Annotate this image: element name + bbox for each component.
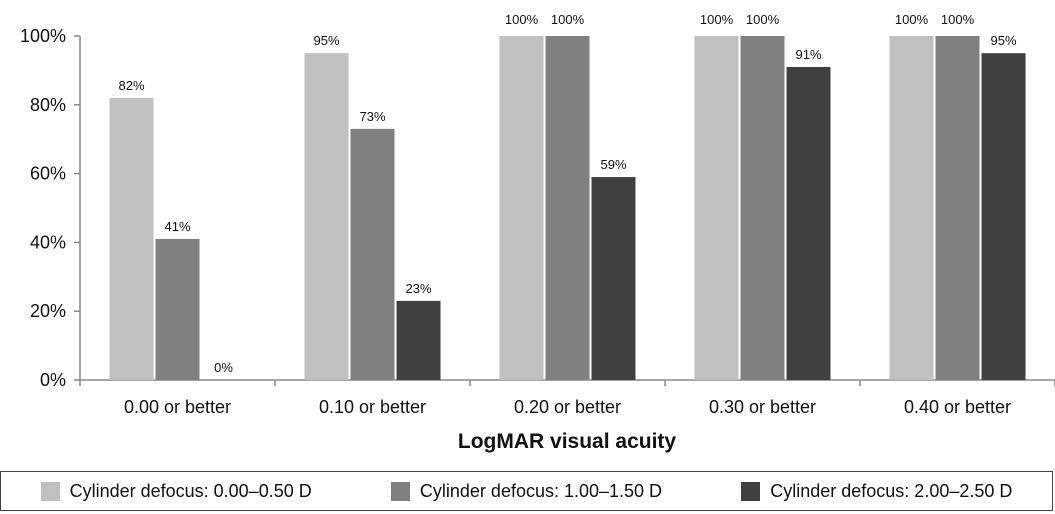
bar-series-1 [304, 53, 349, 380]
legend: Cylinder defocus: 0.00–0.50 D Cylinder d… [0, 471, 1053, 511]
x-axis-title: LogMAR visual acuity [458, 430, 677, 453]
y-tick-label: 60% [30, 164, 66, 184]
bar-series-3 [786, 66, 831, 381]
bar-series-1 [109, 97, 154, 381]
y-tick-label: 20% [30, 301, 66, 321]
data-label: 100% [941, 12, 975, 27]
bar-series-2 [155, 238, 200, 380]
y-tick-label: 40% [30, 232, 66, 252]
legend-label-series-2: Cylinder defocus: 1.00–1.50 D [419, 480, 663, 501]
data-label: 23% [405, 281, 431, 296]
bar-series-1 [499, 36, 544, 380]
y-tick-label: 80% [30, 95, 66, 115]
x-tick-label: 0.30 or better [709, 397, 816, 417]
bar-series-3 [396, 300, 441, 380]
x-tick-label: 0.10 or better [319, 397, 426, 417]
bar-series-2 [740, 36, 785, 380]
bar-series-1 [694, 36, 739, 380]
data-label: 100% [895, 12, 929, 27]
bar-series-2 [935, 36, 980, 380]
x-tick-label: 0.00 or better [124, 397, 231, 417]
data-label: 41% [164, 219, 190, 234]
data-label: 100% [505, 12, 539, 27]
legend-swatch-series-2 [390, 481, 410, 501]
data-label: 0% [214, 360, 233, 375]
data-label: 100% [746, 12, 780, 27]
x-tick-label: 0.40 or better [904, 397, 1011, 417]
legend-label-series-1: Cylinder defocus: 0.00–0.50 D [69, 480, 312, 501]
data-label: 100% [700, 12, 734, 27]
bar-series-3 [981, 53, 1026, 380]
legend-item-series-1: Cylinder defocus: 0.00–0.50 D [40, 480, 312, 502]
bar-series-2 [350, 128, 395, 380]
data-label: 82% [118, 78, 144, 93]
bar-series-2 [545, 36, 590, 380]
data-label: 73% [359, 109, 385, 124]
legend-swatch-series-1 [40, 481, 60, 501]
data-label: 100% [551, 12, 585, 27]
data-label: 95% [313, 33, 339, 48]
bar-chart: 0% 20% 40% 60% 80% 100% 82% 41% 0% 95% 73% 23% 100%… [20, 12, 1055, 453]
x-tick-label: 0.20 or better [514, 397, 621, 417]
y-tick-label: 0% [40, 370, 66, 390]
y-tick-label: 100% [20, 26, 66, 46]
legend-item-series-3: Cylinder defocus: 2.00–2.50 D [741, 481, 1012, 502]
legend-label-series-3: Cylinder defocus: 2.00–2.50 D [770, 480, 1013, 501]
legend-swatch-series-3 [741, 481, 761, 501]
data-label: 59% [600, 157, 626, 172]
bar-series-3 [591, 177, 636, 380]
data-label: 95% [990, 33, 1016, 48]
legend-item-series-2: Cylinder defocus: 1.00–1.50 D [390, 480, 663, 502]
data-label: 91% [795, 47, 821, 62]
bar-series-1 [889, 36, 934, 380]
